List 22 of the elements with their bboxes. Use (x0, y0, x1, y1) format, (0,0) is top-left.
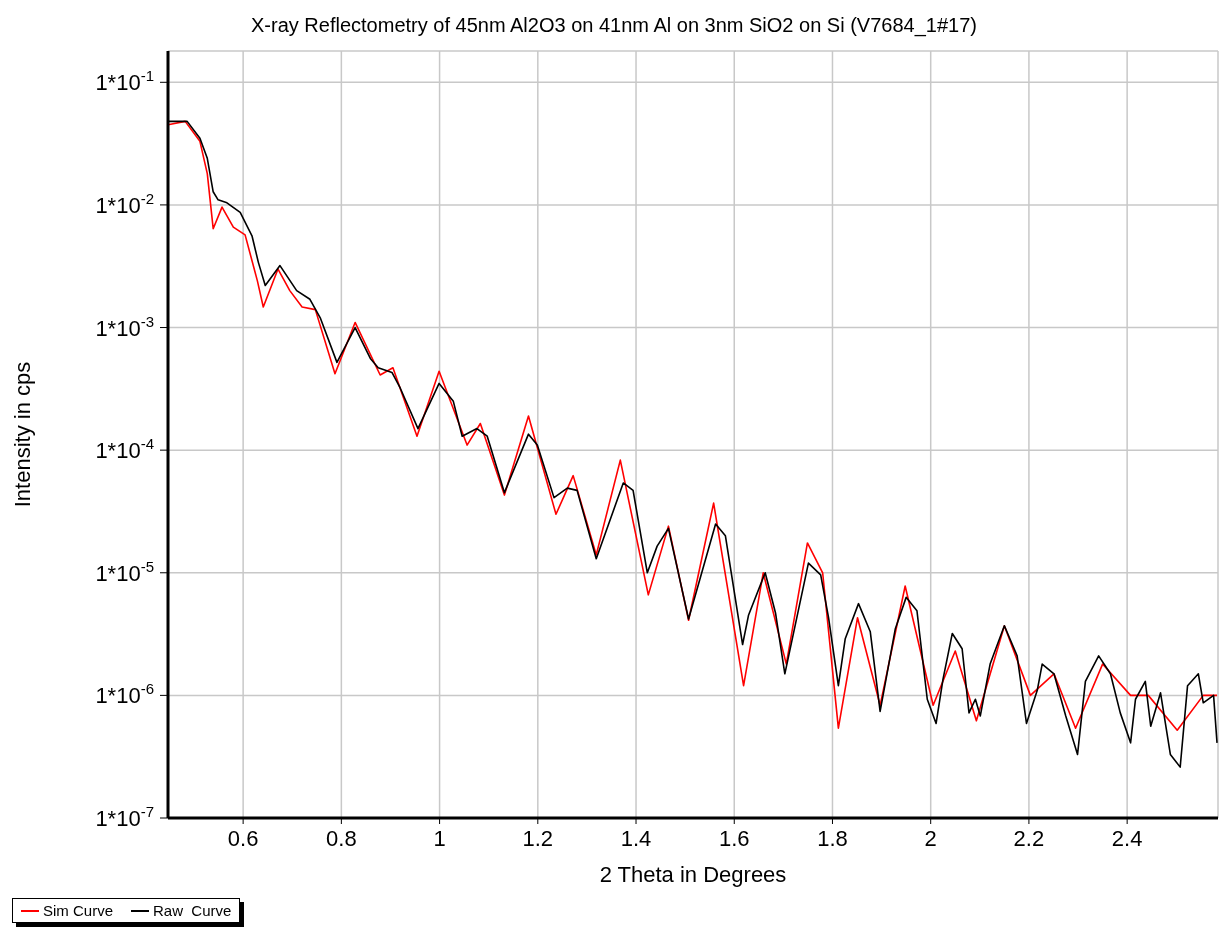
y-tick-label: 1*10$^{-2}$ (95, 189, 154, 218)
legend-label: Raw Curve (153, 902, 232, 919)
x-tick-label: 0.6 (227, 826, 259, 851)
x-tick-label: 1.2 (522, 826, 554, 851)
x-tick-label: 1.8 (817, 826, 848, 851)
y-axis-title: Intensity in cps (9, 361, 35, 508)
legend-label: Sim Curve (43, 902, 114, 919)
y-tick-label: 1*10$^{-6}$ (95, 680, 154, 709)
x-tick-label: 1 (433, 826, 446, 851)
x-tick-label: 2 (924, 826, 937, 851)
x-axis-title: 2 Theta in Degrees (599, 862, 787, 887)
y-tick-label: 1*10$^{-5}$ (95, 557, 154, 586)
chart-title: X-ray Reflectometry of 45nm Al2O3 on 41nm Al on 3nm SiO2 on Si (V7684_1#17) (250, 13, 978, 39)
x-tick-label: 1.6 (718, 826, 750, 851)
y-tick-label: 1*10$^{-1}$ (95, 67, 154, 96)
x-tick-label: 0.8 (326, 826, 357, 851)
y-tick-label: 1*10$^{-7}$ (95, 803, 154, 831)
x-tick-label: 1.4 (620, 826, 652, 851)
y-tick-label: 1*10$^{-3}$ (95, 312, 154, 341)
x-tick-label: 2.2 (1013, 826, 1045, 851)
y-tick-label: 1*10$^{-4}$ (95, 435, 154, 464)
x-tick-label: 2.4 (1111, 826, 1143, 851)
